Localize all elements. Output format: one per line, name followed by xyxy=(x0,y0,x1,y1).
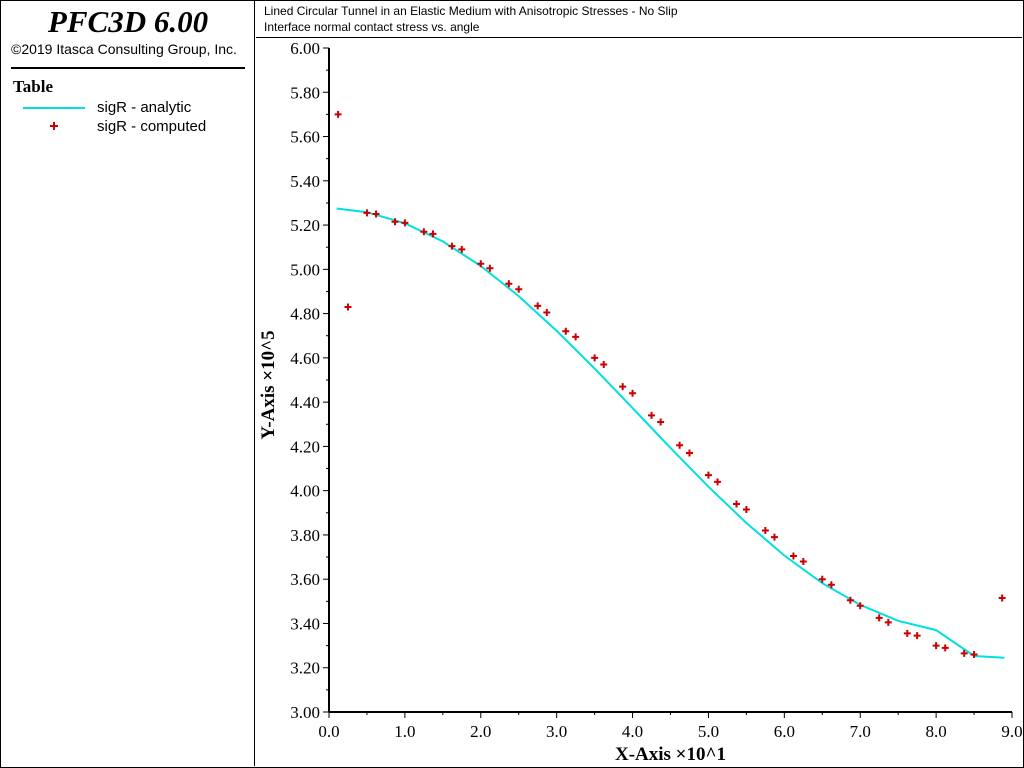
app-title: PFC3D 6.00 xyxy=(47,4,209,39)
computed-data-point xyxy=(960,649,968,657)
computed-data-point xyxy=(799,557,807,565)
legend-label-analytic: sigR - analytic xyxy=(97,99,192,116)
y-tick-label: 5.20 xyxy=(290,216,320,235)
x-tick-label: 9.0 xyxy=(1001,722,1022,741)
computed-data-point xyxy=(344,303,352,311)
x-tick-label: 2.0 xyxy=(470,722,491,741)
computed-data-point xyxy=(420,228,428,236)
computed-data-point xyxy=(458,245,466,253)
legend-panel: PFC3D 6.00 ©2019 Itasca Consulting Group… xyxy=(1,1,255,766)
y-tick-label: 4.60 xyxy=(290,349,320,368)
x-tick-label: 1.0 xyxy=(394,722,415,741)
computed-data-point xyxy=(770,533,778,541)
y-tick-label: 3.20 xyxy=(290,659,320,678)
x-tick-label: 7.0 xyxy=(850,722,871,741)
y-tick-label: 5.60 xyxy=(290,128,320,147)
computed-data-point xyxy=(789,552,797,560)
chart-title: Lined Circular Tunnel in an Elastic Medi… xyxy=(264,4,678,18)
legend-heading: Table xyxy=(13,77,54,96)
computed-data-point xyxy=(486,264,494,272)
computed-data-point xyxy=(704,471,712,479)
computed-data-point xyxy=(629,389,637,397)
plus-marker-icon xyxy=(21,118,87,136)
computed-data-point xyxy=(543,308,551,316)
computed-data-point xyxy=(648,411,656,419)
chart-ticks: 3.00 3.20 3.40 3.60 3.80 4.00 4.20 4.40 4.60 4.80… xyxy=(290,39,1022,741)
y-tick-label: 4.80 xyxy=(290,305,320,324)
computed-data-point xyxy=(903,629,911,637)
line-swatch-icon xyxy=(21,99,87,117)
y-axis-label: Y-Axis ×10^5 xyxy=(258,330,279,439)
x-tick-label: 8.0 xyxy=(925,722,946,741)
computed-data-point xyxy=(619,383,627,391)
computed-data-point xyxy=(733,500,741,508)
x-tick-label: 6.0 xyxy=(774,722,795,741)
y-tick-label: 3.60 xyxy=(290,570,320,589)
computed-data-point xyxy=(401,219,409,227)
analytic-series-line xyxy=(336,207,1005,659)
x-axis-label: X-Axis ×10^1 xyxy=(615,744,726,765)
computed-data-point xyxy=(714,478,722,486)
y-tick-label: 3.40 xyxy=(290,614,320,633)
x-tick-label: 3.0 xyxy=(546,722,567,741)
y-tick-label: 3.00 xyxy=(290,703,320,722)
computed-data-point xyxy=(884,618,892,626)
computed-data-point xyxy=(761,527,769,535)
computed-data-point xyxy=(818,575,826,583)
y-tick-label: 6.00 xyxy=(290,39,320,58)
computed-data-point xyxy=(685,449,693,457)
computed-data-point xyxy=(515,285,523,293)
computed-data-point xyxy=(391,218,399,226)
y-tick-label: 4.40 xyxy=(290,393,320,412)
y-tick-label: 3.80 xyxy=(290,526,320,545)
y-tick-label: 4.00 xyxy=(290,482,320,501)
computed-data-point xyxy=(372,210,380,218)
panel-divider xyxy=(11,67,245,69)
x-tick-label: 0.0 xyxy=(318,722,339,741)
computed-data-point xyxy=(334,110,342,118)
computed-data-point xyxy=(742,505,750,513)
computed-data-point xyxy=(363,209,371,217)
computed-data-point xyxy=(998,594,1006,602)
computed-data-point xyxy=(477,260,485,268)
computed-data-point xyxy=(600,361,608,369)
computed-data-point xyxy=(572,333,580,341)
computed-data-point xyxy=(429,230,437,238)
copyright-notice: ©2019 Itasca Consulting Group, Inc. xyxy=(11,41,237,57)
computed-data-point xyxy=(875,614,883,622)
y-tick-label: 4.20 xyxy=(290,437,320,456)
y-tick-label: 5.40 xyxy=(290,172,320,191)
computed-data-point xyxy=(657,418,665,426)
computed-data-point xyxy=(676,441,684,449)
x-tick-label: 4.0 xyxy=(622,722,643,741)
legend-item-analytic: sigR - analytic xyxy=(21,99,241,117)
legend-label-computed: sigR - computed xyxy=(97,118,207,135)
x-tick-label: 5.0 xyxy=(698,722,719,741)
computed-data-point xyxy=(970,650,978,658)
chart-plot: 3.00 3.20 3.40 3.60 3.80 4.00 4.20 4.40 4.60 4.80… xyxy=(258,39,1022,765)
computed-data-point xyxy=(562,327,570,335)
y-tick-label: 5.00 xyxy=(290,260,320,279)
computed-data-point xyxy=(591,354,599,362)
computed-data-point xyxy=(505,280,513,288)
computed-data-point xyxy=(913,632,921,640)
chart-header: Lined Circular Tunnel in an Elastic Medi… xyxy=(256,1,1022,38)
computed-data-point xyxy=(856,602,864,610)
chart-series xyxy=(334,110,1006,659)
computed-data-point xyxy=(932,642,940,650)
computed-data-point xyxy=(846,596,854,604)
y-tick-label: 5.80 xyxy=(290,83,320,102)
computed-data-point xyxy=(448,242,456,250)
chart-subtitle: Interface normal contact stress vs. angl… xyxy=(264,20,480,34)
chart-axes xyxy=(323,47,1013,718)
computed-data-point xyxy=(534,302,542,310)
computed-data-point xyxy=(827,581,835,589)
legend-item-computed: sigR - computed xyxy=(21,118,241,136)
computed-data-point xyxy=(941,644,949,652)
